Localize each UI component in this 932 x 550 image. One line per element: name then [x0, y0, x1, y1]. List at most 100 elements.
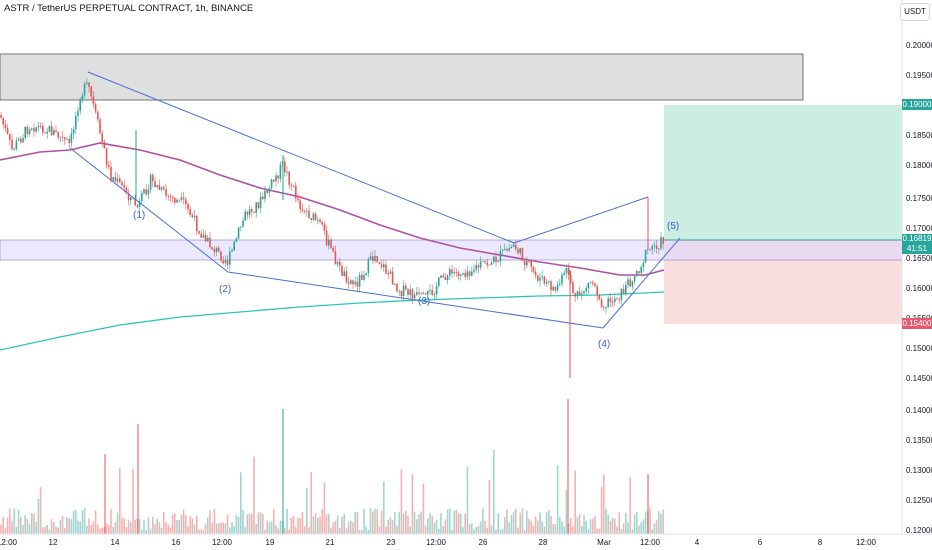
candle-body [39, 125, 42, 127]
candle-body [242, 220, 244, 227]
candle-body [94, 104, 97, 112]
candle-body [209, 237, 211, 248]
volume-bar [383, 481, 385, 534]
candle-body [380, 264, 383, 268]
x-tick-label: 19 [266, 538, 275, 547]
candle-body [323, 224, 326, 232]
candle-body [396, 283, 398, 292]
volume-bar [589, 519, 592, 534]
volume-bar [464, 513, 466, 534]
volume-bar [633, 515, 636, 534]
volume-bar [655, 519, 658, 534]
candle-body [88, 82, 90, 87]
volume-bar [121, 517, 123, 534]
wave-label-1: (1) [133, 210, 145, 221]
volume-bar [244, 527, 246, 534]
candle-body [308, 210, 310, 218]
candle-body [343, 271, 345, 276]
volume-bar [191, 518, 194, 534]
candle-body [603, 307, 605, 309]
candle-body [464, 273, 466, 277]
volume-bar [394, 511, 396, 534]
candle-body [268, 188, 271, 193]
candle-body [660, 237, 662, 249]
candle-body [446, 275, 449, 281]
wave-label-5: (5) [667, 221, 679, 232]
volume-bar [26, 519, 29, 534]
volume-bar [284, 527, 286, 534]
candle-body [24, 126, 26, 138]
volume-bar [363, 508, 365, 534]
x-tick-label: 12:00 [640, 538, 661, 547]
volume-bar [486, 527, 488, 534]
volume-bar [134, 519, 136, 534]
ma-slow-line [0, 142, 665, 276]
volume-bar [156, 519, 158, 534]
volume-bar [614, 518, 616, 534]
candle-body [248, 209, 251, 215]
candle-body [644, 249, 647, 263]
candle-body [532, 266, 535, 272]
candle-body [64, 137, 66, 140]
volume-bar [501, 528, 504, 534]
volume-bar [270, 521, 273, 534]
volume-bar [42, 527, 44, 534]
volume-bar [510, 515, 513, 534]
candle-body [387, 273, 389, 275]
volume-bar [22, 525, 24, 534]
candle-body [398, 291, 400, 292]
volume-bar [127, 520, 130, 534]
candle-body [537, 275, 539, 281]
volume-bar [273, 509, 275, 534]
volume-bar [4, 528, 7, 534]
currency-button[interactable]: USDT [900, 3, 930, 21]
candle-body [528, 261, 530, 262]
candle-body [81, 95, 84, 101]
candle-body [101, 133, 103, 142]
candle-body [314, 213, 317, 221]
x-tick-label: 12:00 [212, 538, 233, 547]
volume-bar [288, 529, 290, 534]
candle-body [288, 171, 290, 185]
symbol-title: ASTR / TetherUS PERPETUAL CONTRACT, 1h, … [4, 3, 254, 14]
volume-bar [653, 523, 656, 534]
candle-body [286, 171, 288, 173]
candle-body [328, 239, 330, 246]
candle-body [556, 284, 559, 291]
candle-body [526, 261, 528, 266]
candle-body [66, 138, 68, 140]
candle-body [22, 137, 24, 143]
trendline-upper [87, 71, 515, 244]
volume-bar [530, 520, 532, 534]
volume-bar [44, 526, 46, 534]
candle-body [303, 210, 306, 212]
volume-bar [39, 487, 42, 534]
volume-bar [196, 516, 198, 534]
candle-body [611, 301, 614, 303]
candle-body [200, 233, 202, 238]
candle-body [112, 177, 114, 181]
candle-body [539, 277, 541, 281]
volume-bar [620, 528, 623, 534]
volume-bar [409, 527, 411, 534]
trendline-upper-b [513, 196, 649, 244]
candle-body [44, 132, 46, 134]
candle-body [171, 196, 174, 198]
candle-body [545, 281, 548, 284]
candle-body [138, 200, 141, 207]
volume-bar [70, 519, 73, 534]
volume-bar [625, 512, 627, 534]
candle-body [433, 294, 436, 295]
volume-bar [77, 520, 79, 534]
candle-body [136, 205, 139, 207]
volume-bar [449, 508, 451, 534]
volume-bar [534, 516, 537, 534]
volume-bar [561, 521, 563, 534]
candle-body [460, 274, 462, 276]
volume-bar [471, 523, 473, 534]
volume-bar [413, 511, 416, 534]
volume-bar [431, 515, 433, 534]
candle-body [180, 197, 183, 200]
